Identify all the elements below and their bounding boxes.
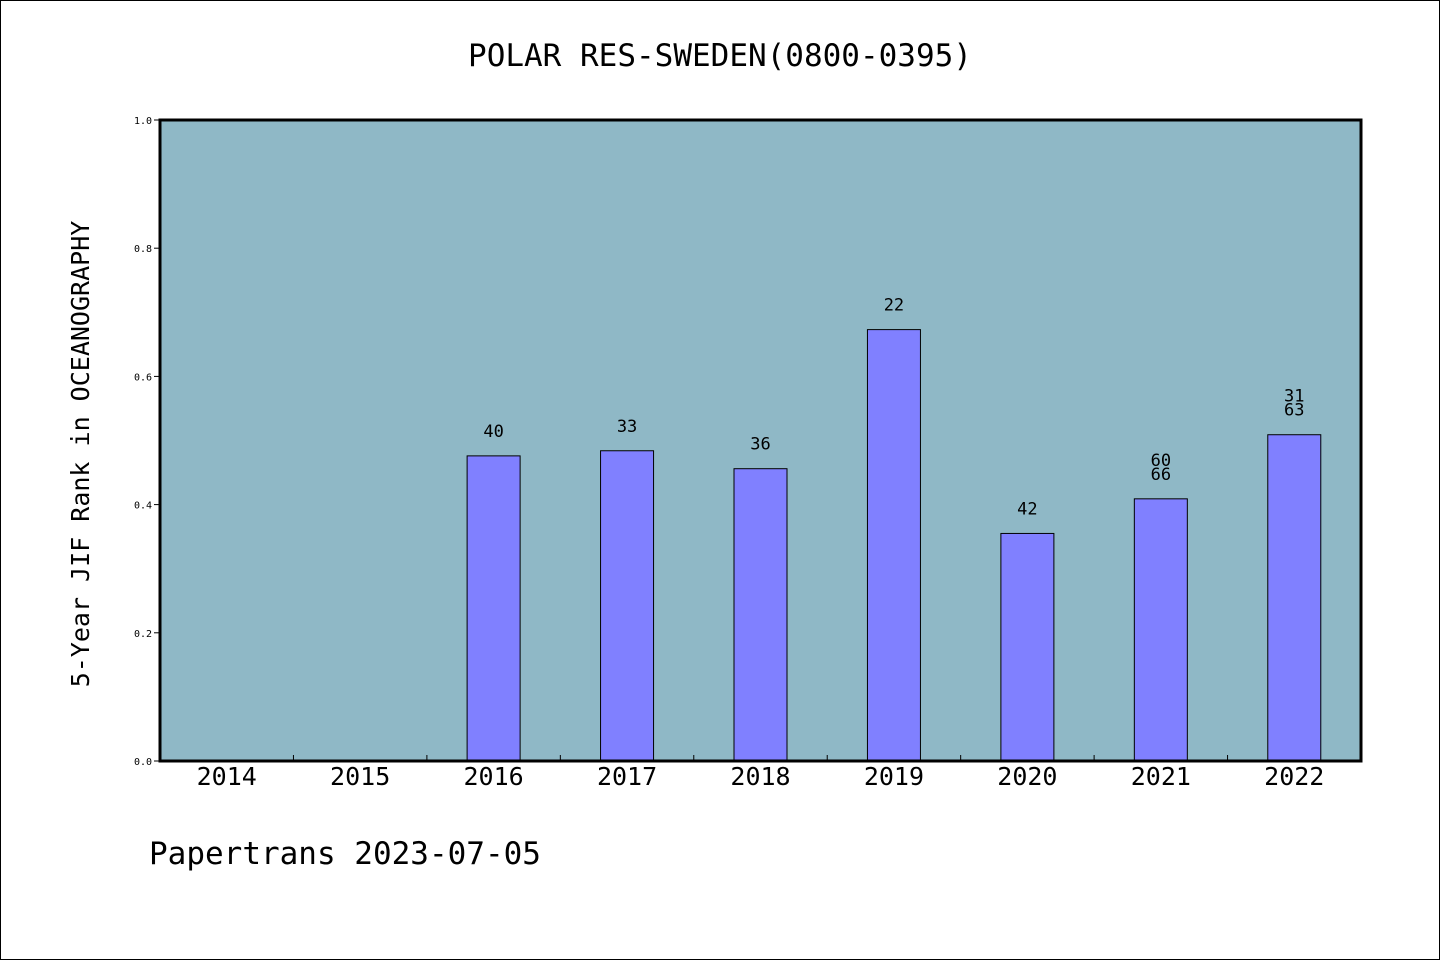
y-tick-label: 0.8 [134,244,152,255]
bar-value-label: 22 [884,296,904,316]
y-tick-label: 0.4 [134,501,152,512]
x-tick-label: 2022 [1264,762,1324,791]
plot-border [158,118,1363,763]
y-tick-label: 1.0 [134,116,152,127]
bar-value-label: 66 [1151,465,1171,485]
x-tick-label: 2019 [864,762,924,791]
bar-value-label: 33 [617,417,637,437]
bar-value-label: 36 [750,435,770,455]
bar-value-label: 60 [1151,451,1171,471]
footer-source-date: Papertrans 2023-07-05 [149,836,541,872]
bar-value-label: 63 [1284,401,1304,421]
chart-title: POLAR RES-SWEDEN(0800-0395) [468,38,972,74]
y-axis: 0.0 0.2 0.4 0.6 0.8 1.0 [134,116,160,768]
bar-2019 [866,329,921,762]
x-axis: 2014 2015 2016 2017 2018 2019 2020 2021 2022 [197,755,1324,791]
bar-2017 [600,450,655,762]
y-tick-label: 0.2 [134,629,152,640]
bar-2016 [466,455,521,762]
bar-2022 [1267,434,1322,762]
bar-2021 [1133,498,1188,762]
bars-layer [466,329,1322,762]
y-tick-label: 0.6 [134,372,152,383]
bar-value-label: 40 [483,422,503,442]
bar-value-label: 42 [1017,499,1037,519]
x-tick-label: 2014 [197,762,257,791]
x-tick-label: 2017 [597,762,657,791]
x-tick-label: 2015 [330,762,390,791]
y-axis-label: 5-Year JIF Rank in OCEANOGRAPHY [66,221,95,688]
bar-2020 [1000,532,1055,762]
x-tick-label: 2021 [1131,762,1191,791]
x-tick-label: 2020 [997,762,1057,791]
x-tick-label: 2018 [730,762,790,791]
bar-value-label: 31 [1284,387,1304,407]
x-tick-label: 2016 [464,762,524,791]
bar-2018 [733,468,788,762]
y-tick-label: 0.0 [134,757,152,768]
